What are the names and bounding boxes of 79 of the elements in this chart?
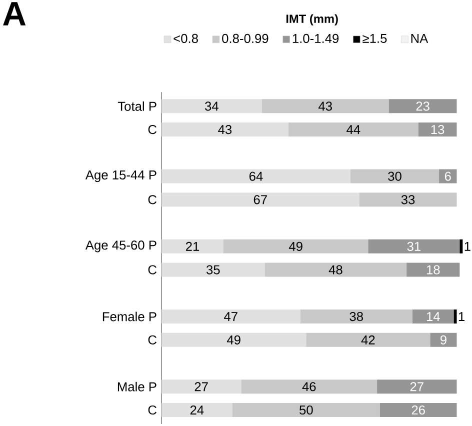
data-label: 23 — [416, 102, 430, 111]
data-label: 26 — [412, 405, 425, 415]
legend-label: ≥1.5 — [362, 34, 387, 43]
bar — [241, 380, 378, 394]
bar — [262, 99, 389, 114]
data-label: 18 — [426, 265, 440, 274]
y-tick-label: C — [148, 265, 157, 274]
bar — [439, 169, 457, 184]
bar — [359, 192, 457, 207]
bar — [161, 402, 232, 418]
data-label: 27 — [410, 382, 424, 392]
bar — [350, 169, 440, 184]
bar — [430, 332, 457, 347]
legend-label: NA — [411, 34, 428, 43]
bar — [460, 239, 463, 254]
y-tick-label: Female P — [102, 312, 156, 322]
data-label: 33 — [401, 195, 415, 204]
bar — [388, 99, 457, 114]
y-tick-label: C — [148, 195, 157, 204]
data-label: 43 — [318, 102, 332, 111]
bar — [454, 310, 457, 324]
bar — [368, 239, 460, 254]
data-label: 35 — [206, 265, 220, 274]
data-label: 48 — [328, 265, 342, 274]
data-label: 44 — [346, 125, 360, 134]
y-tick-label: Total P — [118, 101, 156, 111]
y-tick-label: Age 45-60 P — [85, 240, 156, 252]
bar — [223, 239, 368, 254]
data-label: 14 — [426, 312, 440, 321]
bar — [161, 239, 224, 254]
data-label: 6 — [444, 172, 451, 181]
data-label: 43 — [218, 124, 232, 134]
data-label: 46 — [302, 382, 316, 392]
y-tick-label: Male P — [118, 382, 156, 392]
bar — [264, 262, 407, 277]
legend-label: 0.8-0.99 — [222, 34, 268, 44]
data-label: 67 — [254, 195, 267, 204]
text: A — [3, 2, 26, 26]
y-tick-label: C — [148, 124, 157, 134]
bar — [161, 332, 306, 347]
data-label: 31 — [407, 242, 420, 251]
bar — [406, 262, 460, 277]
bar — [377, 380, 457, 394]
y-tick-label: C — [148, 405, 157, 415]
data-label: 50 — [300, 405, 313, 415]
data-label: 49 — [226, 335, 240, 344]
legend-title: IMT (mm) — [286, 14, 338, 26]
bar — [412, 310, 454, 324]
bar — [288, 122, 418, 137]
y-tick-label: Age 15-44 P — [85, 170, 156, 182]
data-label: 1 — [464, 242, 470, 251]
bar — [161, 122, 288, 137]
data-label: 47 — [224, 312, 238, 321]
data-label: 64 — [249, 172, 263, 181]
data-label: 49 — [288, 242, 302, 251]
y-tick-label: C — [148, 335, 157, 344]
data-label: 24 — [190, 406, 204, 414]
bar — [161, 99, 262, 114]
bar — [161, 192, 360, 207]
legend-label: 1.0-1.49 — [292, 34, 339, 44]
data-label: 38 — [350, 312, 363, 322]
data-label: 9 — [440, 335, 446, 344]
legend-label: <0.8 — [174, 34, 198, 44]
data-label: 30 — [388, 172, 402, 181]
bar — [232, 402, 380, 418]
bar — [306, 332, 430, 347]
bar — [380, 402, 457, 418]
data-label: 1 — [458, 312, 464, 321]
data-label: 27 — [194, 382, 208, 392]
data-label: 13 — [431, 124, 444, 134]
bar — [418, 122, 457, 137]
bar — [161, 380, 242, 394]
bar — [161, 262, 265, 277]
bar — [161, 169, 350, 184]
bar — [300, 310, 412, 324]
data-label: 21 — [186, 242, 200, 251]
data-label: 34 — [205, 102, 218, 111]
data-label: 42 — [361, 335, 375, 344]
bar — [161, 310, 300, 324]
